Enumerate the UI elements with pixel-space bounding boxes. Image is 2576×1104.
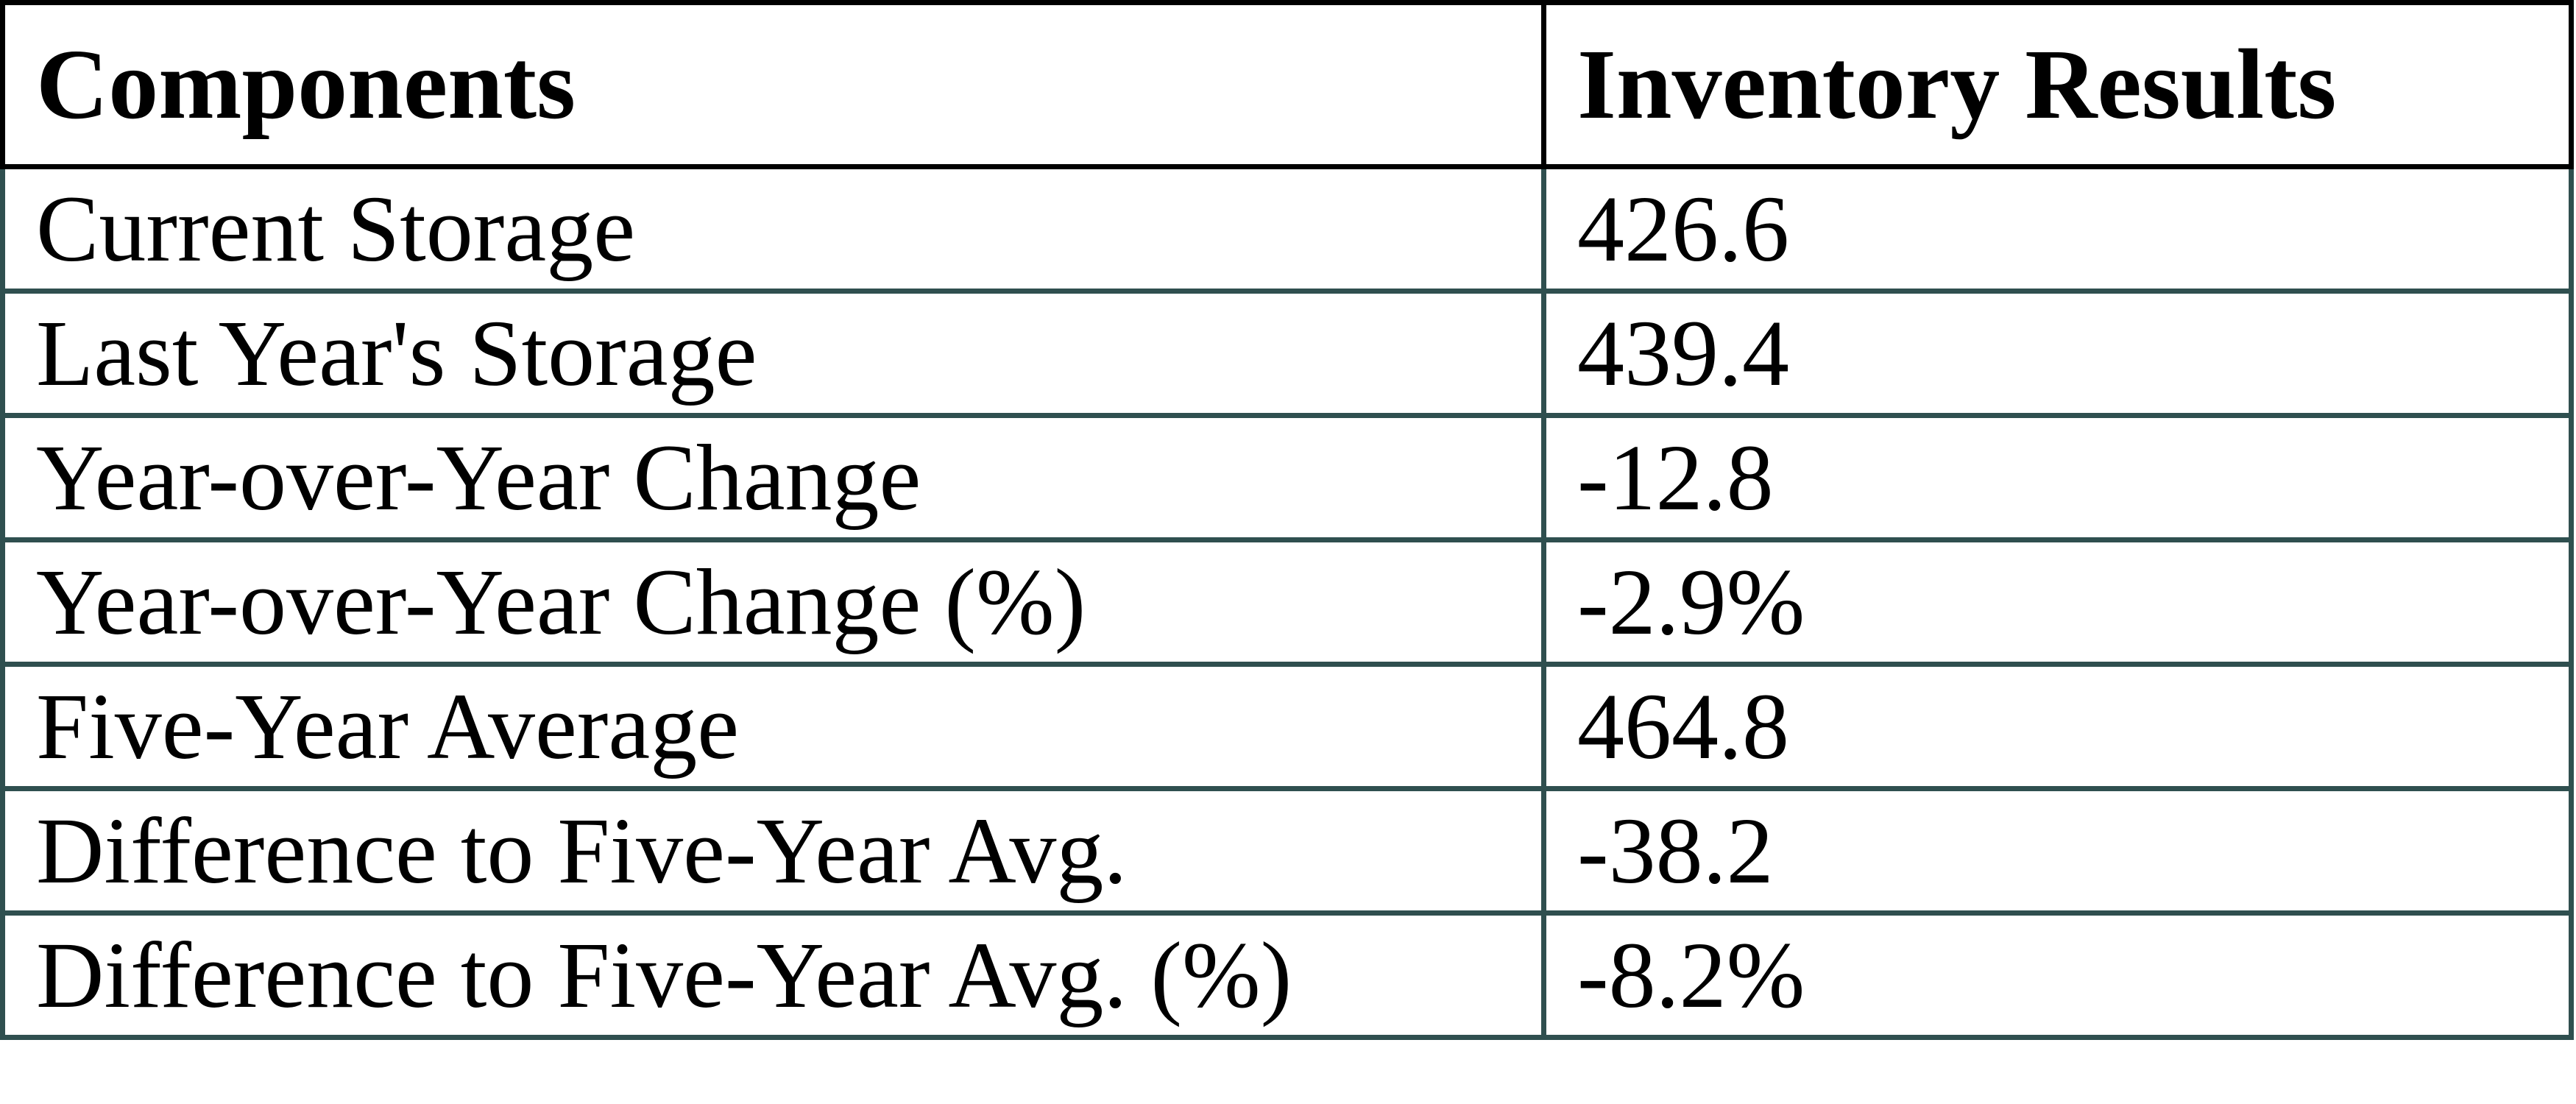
row-value-cell: -12.8: [1541, 413, 2574, 542]
row-label-cell: Difference to Five-Year Avg. (%): [0, 910, 1546, 1040]
inventory-table: Components Inventory Results Current Sto…: [0, 0, 2574, 1040]
row-value-cell: -2.9%: [1541, 537, 2574, 667]
row-value-cell: 426.6: [1541, 164, 2574, 294]
row-value-cell: 464.8: [1541, 662, 2574, 791]
header-row: Components Inventory Results: [0, 0, 2574, 169]
row-value-cell: 439.4: [1541, 289, 2574, 418]
row-label-cell: Difference to Five-Year Avg.: [0, 786, 1546, 916]
column-header-components: Components: [0, 0, 1546, 169]
table-header: Components Inventory Results: [0, 0, 2574, 169]
row-value-cell: -8.2%: [1541, 910, 2574, 1040]
table-row: Year-over-Year Change (%) -2.9%: [0, 537, 2574, 667]
row-value-cell: -38.2: [1541, 786, 2574, 916]
column-header-inventory-results: Inventory Results: [1541, 0, 2574, 169]
row-label-cell: Five-Year Average: [0, 662, 1546, 791]
table-row: Current Storage 426.6: [0, 164, 2574, 294]
table-row: Five-Year Average 464.8: [0, 662, 2574, 791]
row-label-cell: Current Storage: [0, 164, 1546, 294]
row-label-cell: Year-over-Year Change: [0, 413, 1546, 542]
row-label-cell: Year-over-Year Change (%): [0, 537, 1546, 667]
table-row: Last Year's Storage 439.4: [0, 289, 2574, 418]
table-body: Current Storage 426.6 Last Year's Storag…: [0, 164, 2574, 1040]
table-row: Year-over-Year Change -12.8: [0, 413, 2574, 542]
row-label-cell: Last Year's Storage: [0, 289, 1546, 418]
table-row: Difference to Five-Year Avg. (%) -8.2%: [0, 910, 2574, 1040]
table-row: Difference to Five-Year Avg. -38.2: [0, 786, 2574, 916]
